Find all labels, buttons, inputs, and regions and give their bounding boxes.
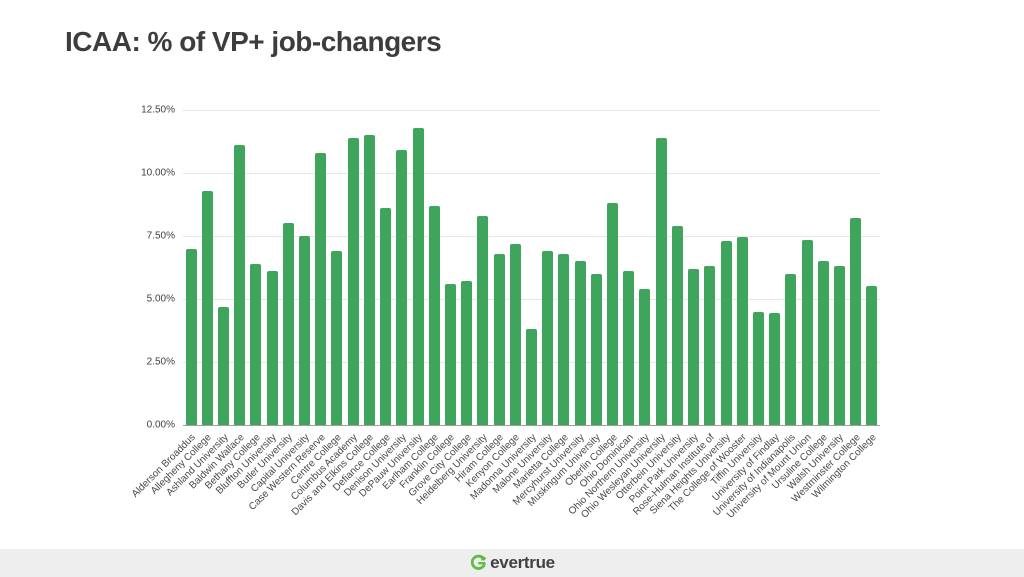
- bar-heidelberg-university: [477, 215, 489, 425]
- y-axis-tick-label: 5.00%: [146, 293, 175, 305]
- gridline: [183, 299, 880, 300]
- bar-allegheny-college: [201, 190, 213, 425]
- bar-university-of-mount-union: [801, 239, 813, 425]
- bar-ohio-wesleyan-university: [655, 137, 667, 425]
- bar-university-of-indianapolis: [785, 273, 797, 425]
- bar-bethany-college: [250, 263, 262, 425]
- bar-ohio-northern-university: [639, 288, 651, 425]
- bar-hiram-college: [493, 253, 505, 425]
- footer-band: evertrue: [0, 549, 1024, 577]
- bar-centre-college: [331, 251, 343, 425]
- bar-westminster-college: [850, 218, 862, 425]
- y-axis-tick-label: 7.50%: [146, 230, 175, 242]
- bar-wilmington-college: [866, 286, 878, 425]
- bar-franklin-college: [444, 283, 456, 425]
- gridline: [183, 236, 880, 237]
- bar-otterbein-university: [671, 225, 683, 425]
- bar-siena-heights-university: [720, 241, 732, 425]
- bar-malone-university: [542, 251, 554, 425]
- bar-rose-hulman-institute-of: [704, 266, 716, 425]
- bar-baldwin-wallace: [234, 145, 246, 425]
- bar-muskingum-university: [590, 273, 602, 425]
- bar-university-of-findlay: [769, 312, 781, 425]
- bar-madonna-university: [526, 329, 537, 425]
- bar-case-western-reserve: [315, 152, 327, 425]
- gridline: [183, 173, 880, 174]
- bar-depauw-university: [412, 127, 424, 425]
- bar-point-park-university: [688, 268, 700, 425]
- evertrue-circular-arrow-e-icon: [469, 554, 487, 572]
- y-axis-tick-label: 0.00%: [146, 419, 175, 431]
- y-axis-tick-label: 2.50%: [146, 356, 175, 368]
- evertrue-logo: evertrue: [469, 553, 555, 573]
- bar-earlham-college: [428, 205, 440, 425]
- y-axis-tick-label: 12.50%: [141, 104, 175, 116]
- bar-ursuline-college: [817, 261, 829, 425]
- bar-walsh-university: [833, 266, 845, 425]
- x-axis-baseline: [183, 425, 880, 426]
- bar-ohio-dominican: [623, 271, 635, 425]
- chart-title: ICAA: % of VP+ job-changers: [65, 26, 442, 57]
- bar-alderson-broaddus: [185, 248, 197, 425]
- bar-chart-plot-area: 0.00% 2.50% 5.00% 7.50% 10.00% 12.50% Alderson…: [130, 105, 880, 521]
- bar-bluffton-university: [266, 271, 278, 425]
- y-axis-tick-label: 10.00%: [141, 167, 175, 179]
- bar-the-college-of-wooster: [736, 237, 748, 425]
- bar-denison-university: [396, 150, 408, 425]
- bar-davis-and-elkins-college: [363, 135, 375, 425]
- bar-grove-city-college: [461, 281, 473, 425]
- bar-oberlin-college: [607, 203, 619, 425]
- bar-butler-university: [282, 223, 294, 425]
- bar-marietta-college: [558, 253, 570, 425]
- bar-mercyhurst-university: [574, 261, 586, 425]
- gridline: [183, 110, 880, 111]
- evertrue-wordmark: evertrue: [490, 553, 555, 572]
- bar-columbus-academy: [347, 137, 359, 425]
- bar-defiance-college: [380, 208, 392, 425]
- bar-tiffin-university: [752, 311, 764, 425]
- bar-capital-university: [299, 236, 311, 425]
- bar-kenyon-college: [509, 243, 521, 425]
- bar-ashland-university: [218, 306, 230, 425]
